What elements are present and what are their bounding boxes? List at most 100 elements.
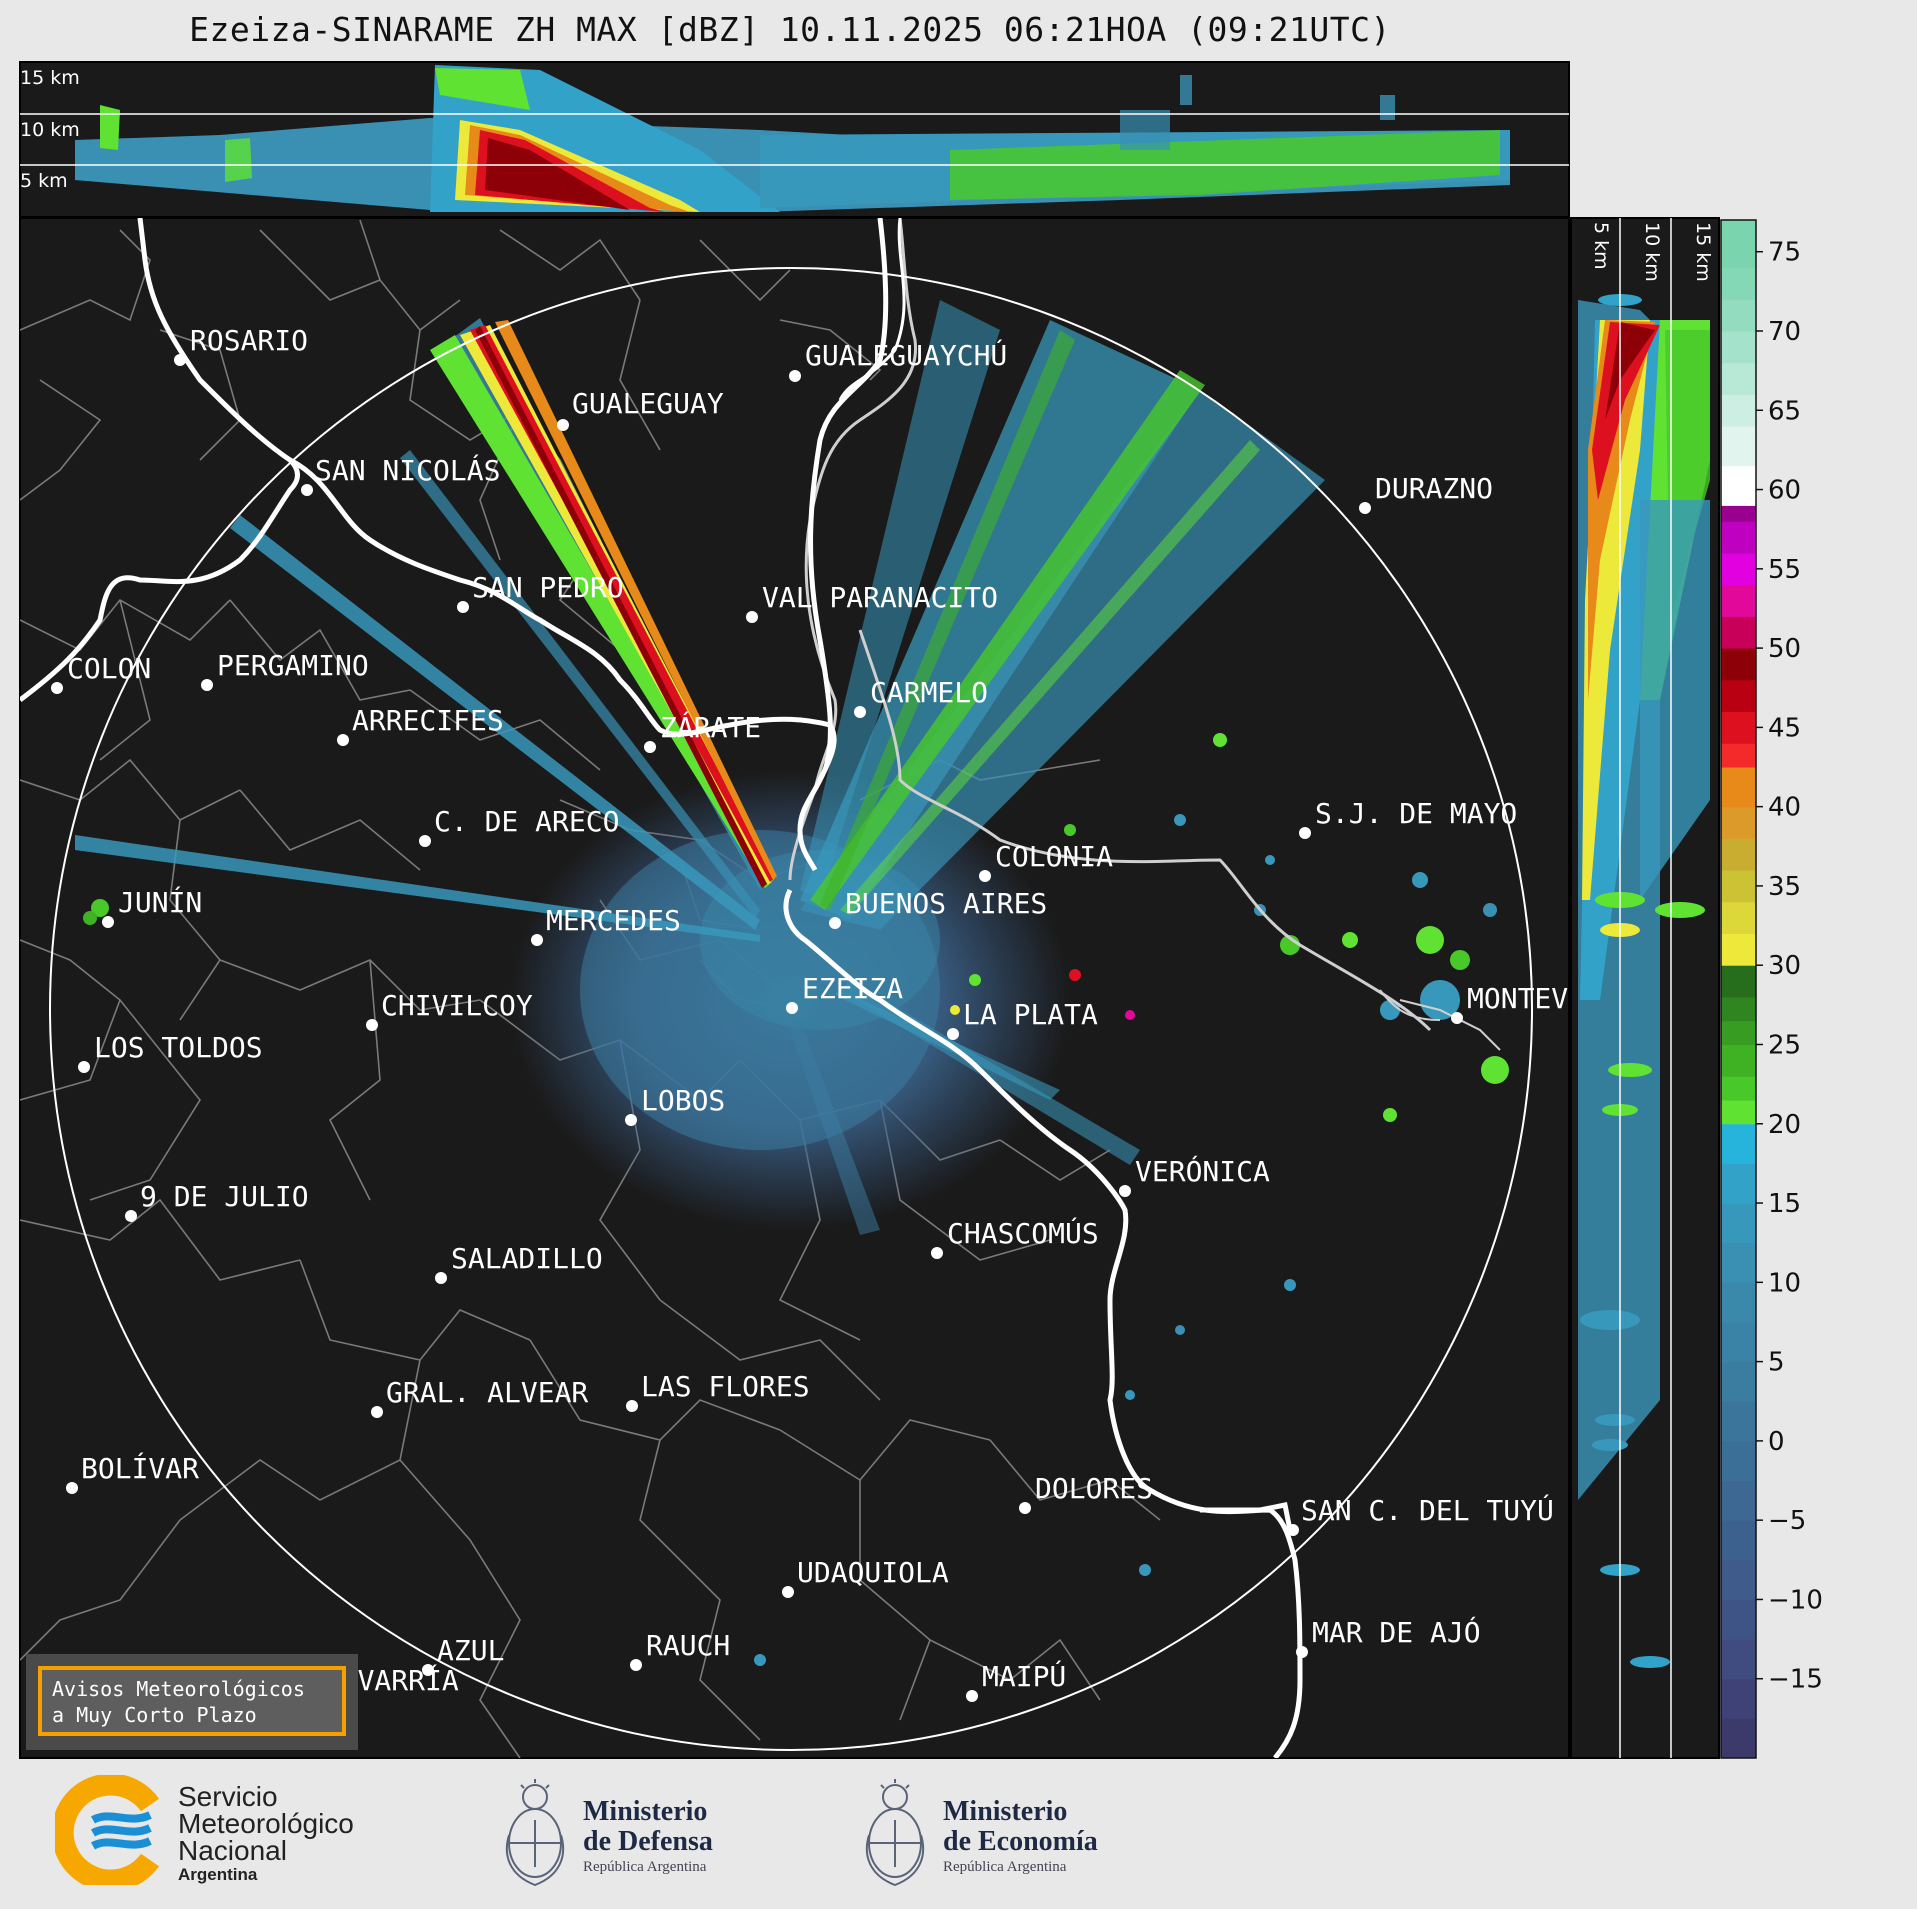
- colorbar-tick-label: 35: [1768, 872, 1801, 902]
- city-label: VAL PARANACITO: [762, 581, 998, 614]
- defensa-line1: Ministerio: [583, 1796, 708, 1827]
- colorbar-bin: [1721, 505, 1756, 522]
- city-label: LOBOS: [641, 1084, 725, 1117]
- city-marker: [1299, 827, 1311, 839]
- colorbar-bin: [1721, 767, 1756, 808]
- side-height-profile: 5 km 10 km 15 km: [1570, 217, 1720, 1759]
- colorbar-bin: [1721, 616, 1756, 649]
- colorbar-tick-label: 25: [1768, 1030, 1801, 1060]
- colorbar-bin: [1721, 933, 1756, 966]
- colorbar-bin: [1721, 1718, 1756, 1759]
- city-label: RAUCH: [646, 1629, 730, 1662]
- city-label: EZEIZA: [802, 972, 903, 1005]
- colorbar-bin: [1721, 330, 1756, 364]
- city-marker: [931, 1247, 943, 1259]
- colorbar-bin: [1721, 1639, 1756, 1680]
- city-marker: [337, 734, 349, 746]
- radar-map[interactable]: ROSARIO GUALEGUAYCHÚ GUALEGUAY SAN NICOLÁS D…: [19, 217, 1636, 1759]
- smn-name-line3: Nacional: [178, 1835, 287, 1866]
- colorbar-bin: [1721, 1099, 1756, 1125]
- city-label: PERGAMINO: [217, 649, 369, 682]
- warning-link-line1: Avisos Meteorológicos: [52, 1677, 305, 1701]
- main-coastline: [20, 218, 1303, 1758]
- colorbar-bin: [1721, 679, 1756, 713]
- smn-name-line4: Argentina: [178, 1865, 258, 1884]
- city-label: S.J. DE MAYO: [1315, 797, 1517, 830]
- colorbar-tick-label: 10: [1768, 1268, 1801, 1298]
- city-label: LOS TOLDOS: [94, 1031, 263, 1064]
- economia-line2: de Economía: [943, 1826, 1098, 1857]
- city-marker: [625, 1114, 637, 1126]
- city-label: GUALEGUAYCHÚ: [805, 338, 1007, 372]
- city-marker: [435, 1272, 447, 1284]
- colorbar-bin: [1721, 965, 1756, 998]
- colorbar-bin: [1721, 838, 1756, 871]
- ministerio-economia-logo[interactable]: Ministerio de Economía República Argenti…: [855, 1775, 1115, 1895]
- chart-title: Ezeiza-SINARAME ZH MAX [dBZ] 10.11.2025 …: [189, 10, 1391, 49]
- smn-name-line1: Servicio: [178, 1781, 278, 1812]
- colorbar-bin: [1721, 1559, 1756, 1600]
- city-label: SAN PEDRO: [472, 571, 624, 604]
- city-marker: [557, 419, 569, 431]
- defensa-line2: de Defensa: [583, 1826, 713, 1857]
- colorbar-tick-label: −5: [1768, 1506, 1806, 1536]
- city-marker: [125, 1210, 137, 1222]
- city-layer: ROSARIO GUALEGUAYCHÚ GUALEGUAY SAN NICOLÁS D…: [51, 324, 1636, 1716]
- city-marker: [531, 934, 543, 946]
- city-label: BOLÍVAR: [81, 1451, 199, 1485]
- city-label: DOLORES: [1035, 1472, 1153, 1505]
- city-marker: [422, 1664, 434, 1676]
- city-label: COLON: [67, 652, 151, 685]
- colorbar-bin: [1721, 552, 1756, 586]
- colorbar-bin: [1721, 584, 1756, 617]
- city-label: DURAZNO: [1375, 472, 1493, 505]
- ministerio-defensa-logo[interactable]: Ministerio de Defensa República Argentin…: [495, 1775, 755, 1895]
- top-height-label-10: 10 km: [20, 119, 80, 141]
- colorbar-tick-label: −10: [1768, 1585, 1823, 1615]
- city-marker: [746, 611, 758, 623]
- city-marker: [371, 1406, 383, 1418]
- colorbar-bin: [1721, 1044, 1756, 1077]
- city-label: AZUL: [437, 1634, 504, 1667]
- city-label: CHASCOMÚS: [947, 1216, 1099, 1250]
- colorbar-bin: [1721, 648, 1756, 681]
- colorbar-bin: [1721, 426, 1756, 467]
- colorbar-bin: [1721, 711, 1756, 744]
- smn-logo[interactable]: Servicio Meteorológico Nacional Argentin…: [55, 1775, 395, 1895]
- colorbar-tick-label: −15: [1768, 1665, 1823, 1695]
- colorbar-tick-label: 55: [1768, 555, 1801, 585]
- colorbar-bin: [1721, 521, 1756, 554]
- city-label: COLONIA: [995, 840, 1113, 873]
- range-ring: [49, 267, 1533, 1751]
- city-marker: [66, 1482, 78, 1494]
- top-height-label-5: 5 km: [20, 170, 68, 192]
- side-height-label-10: 10 km: [1641, 222, 1663, 282]
- city-label: CHIVILCOY: [381, 989, 533, 1022]
- city-label: ZÁRATE: [660, 710, 761, 744]
- city-label: VERÓNICA: [1135, 1154, 1270, 1188]
- city-label: 9 DE JULIO: [140, 1180, 309, 1213]
- economia-line3: República Argentina: [943, 1859, 1067, 1875]
- city-marker: [644, 741, 656, 753]
- colorbar-bin: [1721, 220, 1756, 269]
- colorbar-bin: [1721, 996, 1756, 1022]
- colorbar-bin: [1721, 1123, 1756, 1164]
- city-marker: [1296, 1646, 1308, 1658]
- city-marker: [78, 1061, 90, 1073]
- city-label: MERCEDES: [546, 904, 681, 937]
- city-marker: [789, 370, 801, 382]
- colorbar-tick-label: 40: [1768, 793, 1801, 823]
- city-label: SAN NICOLÁS: [315, 453, 500, 487]
- colorbar-bin: [1721, 806, 1756, 839]
- city-marker: [457, 601, 469, 613]
- colorbar-bin: [1721, 901, 1756, 935]
- colorbar-tick-label: 65: [1768, 396, 1801, 426]
- colorbar-bin: [1721, 1203, 1756, 1244]
- city-marker: [174, 354, 186, 366]
- warning-link-button[interactable]: Avisos Meteorológicos a Muy Corto Plazo: [38, 1666, 346, 1736]
- colorbar-bin: [1721, 870, 1756, 903]
- colorbar-bin: [1721, 1520, 1756, 1561]
- colorbar-bin: [1721, 1282, 1756, 1323]
- colorbar-bin: [1721, 743, 1756, 768]
- city-marker: [419, 835, 431, 847]
